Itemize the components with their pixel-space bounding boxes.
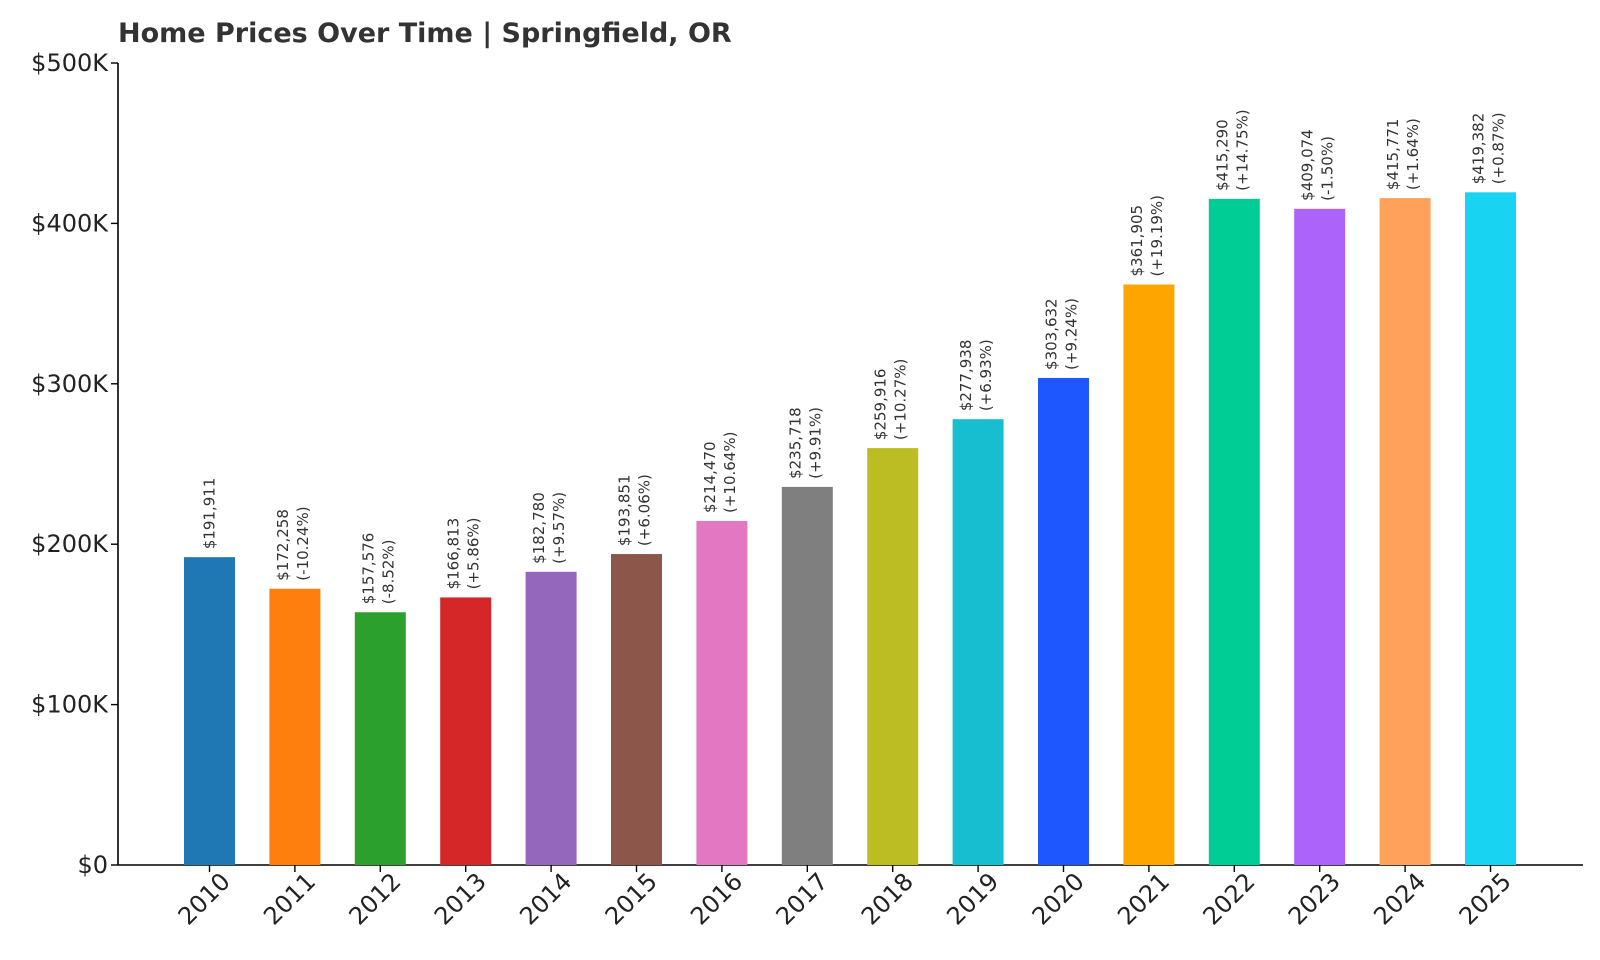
value-label: $166,813 — [445, 518, 463, 590]
x-tick-label: 2018 — [856, 867, 919, 930]
x-tick-label: 2019 — [941, 867, 1004, 930]
change-label: (-10.24%) — [294, 506, 312, 580]
y-tick-label: $0 — [77, 851, 108, 879]
value-label: $157,576 — [359, 533, 377, 605]
value-label: $409,074 — [1299, 129, 1317, 201]
value-label: $259,916 — [872, 369, 890, 441]
bar-2011 — [269, 588, 321, 865]
value-label: $172,258 — [274, 509, 292, 581]
x-tick-label: 2021 — [1112, 867, 1175, 930]
value-label: $415,290 — [1213, 119, 1231, 191]
value-label: $303,632 — [1043, 298, 1061, 370]
x-tick-label: 2014 — [514, 867, 577, 930]
value-label: $277,938 — [957, 340, 975, 412]
bar-2013 — [440, 597, 492, 865]
value-label: $182,780 — [530, 492, 548, 564]
change-label: (+6.06%) — [636, 474, 654, 546]
value-label: $191,911 — [201, 478, 219, 550]
value-label: $361,905 — [1128, 205, 1146, 277]
x-tick-label: 2016 — [685, 867, 748, 930]
x-tick-label: 2025 — [1454, 867, 1517, 930]
bars — [184, 192, 1516, 865]
bar-2025 — [1465, 192, 1516, 865]
bar-2022 — [1208, 198, 1260, 865]
bar-2018 — [867, 448, 919, 865]
x-tick-label: 2023 — [1283, 867, 1346, 930]
change-label: (+9.57%) — [550, 492, 568, 564]
bar-2024 — [1379, 198, 1431, 865]
chart-title: Home Prices Over Time | Springfield, OR — [118, 18, 732, 49]
change-label: (+6.93%) — [977, 339, 995, 411]
x-tick-label: 2022 — [1198, 867, 1261, 930]
bar-2016 — [696, 520, 748, 865]
bar-2012 — [354, 612, 406, 865]
y-tick-label: $100K — [31, 691, 109, 719]
x-tick-label: 2024 — [1368, 867, 1431, 930]
change-label: (+14.75%) — [1233, 109, 1251, 190]
x-tick-label: 2010 — [173, 867, 236, 930]
y-tick-label: $500K — [31, 49, 109, 77]
y-tick-label: $200K — [31, 530, 109, 558]
x-tick-label: 2013 — [429, 867, 492, 930]
change-label: (+10.64%) — [721, 432, 739, 513]
x-tick-label: 2011 — [258, 867, 321, 930]
x-tick-label: 2020 — [1027, 867, 1090, 930]
value-label: $193,851 — [616, 474, 634, 546]
bar-2017 — [781, 486, 833, 865]
bar-2023 — [1294, 208, 1346, 865]
bar-2019 — [952, 419, 1004, 865]
bar-2021 — [1123, 284, 1175, 865]
y-tick-label: $300K — [31, 370, 109, 398]
change-label: (+5.86%) — [465, 517, 483, 589]
y-tick-label: $400K — [31, 209, 109, 237]
change-label: (-8.52%) — [379, 539, 397, 604]
y-axis: $0 $100K $200K $300K $400K $500K — [31, 49, 119, 879]
bar-2015 — [611, 554, 662, 865]
x-tick-label: 2012 — [344, 867, 407, 930]
change-label: (+10.27%) — [892, 359, 910, 440]
x-axis: 2010 2011 2012 2013 2014 2015 2016 2017 2018 2019… — [118, 864, 1583, 930]
bar-2010 — [184, 557, 235, 865]
change-label: (+1.64%) — [1404, 118, 1422, 190]
value-label: $419,382 — [1470, 113, 1488, 185]
change-label: (+9.91%) — [806, 407, 824, 479]
bar-2014 — [525, 571, 577, 865]
change-label: (+19.19%) — [1148, 195, 1166, 276]
bar-2020 — [1038, 377, 1089, 865]
change-label: (+9.24%) — [1063, 298, 1081, 370]
change-label: (+0.87%) — [1490, 112, 1508, 184]
change-label: (-1.50%) — [1319, 136, 1337, 201]
value-label: $235,718 — [786, 407, 804, 479]
x-tick-label: 2017 — [771, 867, 834, 930]
x-tick-label: 2015 — [600, 867, 663, 930]
value-label: $415,771 — [1384, 119, 1402, 191]
value-label: $214,470 — [701, 441, 719, 513]
bar-labels: $191,911 $172,258 (-10.24%) $157,576 (-8.52%… — [201, 109, 1508, 604]
